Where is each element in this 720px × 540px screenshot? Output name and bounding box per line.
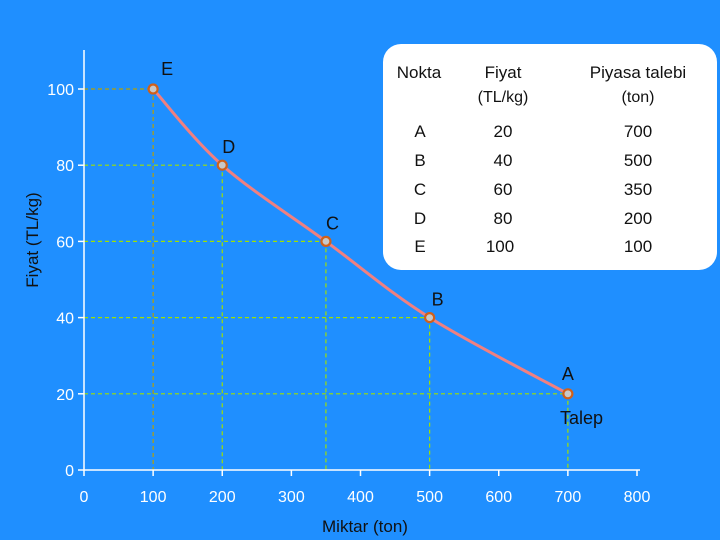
point-label-a: A [562, 364, 574, 384]
point-label-c: C [326, 213, 339, 233]
table-cell: B [414, 151, 425, 170]
table-cell: 100 [486, 237, 514, 256]
table-header-point: Nokta [397, 63, 442, 82]
data-table: Nokta Fiyat (TL/kg) Piyasa talebi (ton) … [383, 44, 717, 270]
x-tick-label: 0 [80, 489, 89, 506]
x-axis-title: Miktar (ton) [322, 517, 408, 536]
table-cell: 80 [494, 209, 513, 228]
table-cell: 20 [494, 122, 513, 141]
table-cell: 100 [624, 237, 652, 256]
table-cell: 350 [624, 180, 652, 199]
y-tick-label: 0 [65, 463, 74, 480]
point-label-d: D [222, 137, 235, 157]
data-point-d [216, 159, 228, 171]
y-tick-label: 60 [56, 234, 74, 251]
x-tick-label: 500 [416, 489, 443, 506]
table-background [383, 44, 717, 270]
series-label: Talep [560, 408, 603, 428]
x-tick-label: 700 [555, 489, 582, 506]
point-label-e: E [161, 59, 173, 79]
y-tick-label: 40 [56, 311, 74, 328]
table-cell: 500 [624, 151, 652, 170]
data-point-b [424, 312, 436, 324]
data-point-e [147, 83, 159, 95]
x-tick-label: 600 [485, 489, 512, 506]
y-tick-label: 20 [56, 387, 74, 404]
y-axis-title: Fiyat (TL/kg) [23, 192, 42, 287]
y-tick-label: 100 [47, 82, 74, 99]
y-tick-label: 80 [56, 158, 74, 175]
table-cell: C [414, 180, 426, 199]
data-point-a [562, 388, 574, 400]
table-header-demand: Piyasa talebi [590, 63, 686, 82]
data-point-c [320, 235, 332, 247]
x-tick-label: 400 [347, 489, 374, 506]
x-tick-label: 200 [209, 489, 236, 506]
table-cell: 40 [494, 151, 513, 170]
table-header-price: Fiyat [485, 63, 522, 82]
table-header-demand-unit: (ton) [622, 89, 655, 106]
table-header-price-unit: (TL/kg) [478, 89, 529, 106]
guide-lines [84, 88, 569, 470]
data-points [147, 83, 574, 400]
table-cell: D [414, 209, 426, 228]
table-cell: 60 [494, 180, 513, 199]
table-cell: E [414, 237, 425, 256]
table-cell: 200 [624, 209, 652, 228]
x-tick-label: 300 [278, 489, 305, 506]
x-tick-label: 100 [140, 489, 167, 506]
point-label-b: B [432, 290, 444, 310]
x-tick-label: 800 [624, 489, 651, 506]
axes [78, 50, 640, 476]
table-cell: 700 [624, 122, 652, 141]
tick-labels: 0 100 200 300 400 500 600 700 800 0 20 40 60 80 100 [47, 82, 650, 506]
table-cell: A [414, 122, 426, 141]
